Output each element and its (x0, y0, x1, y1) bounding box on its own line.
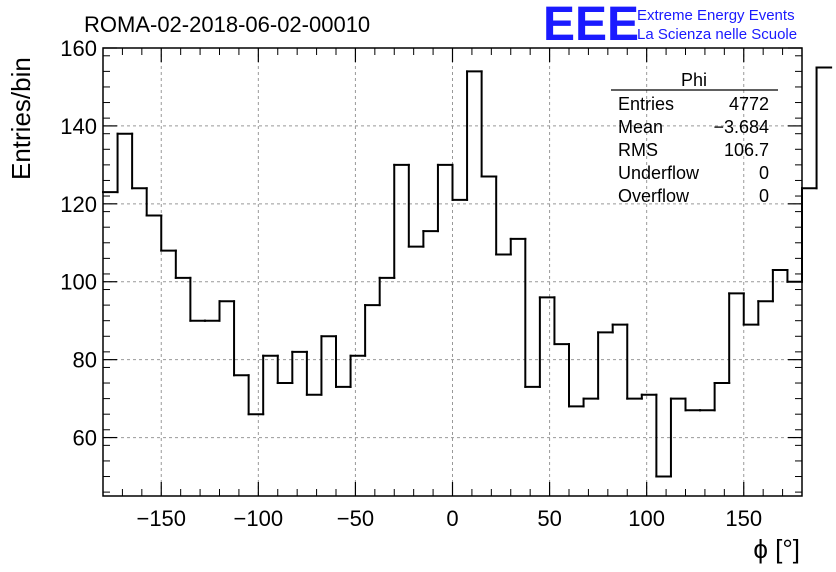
x-tick-label: 0 (446, 506, 458, 531)
logo-line-1: Extreme Energy Events (637, 7, 795, 24)
histogram-bars (102, 66, 833, 478)
y-tick-label: 80 (73, 348, 97, 373)
x-tick-label: −100 (234, 506, 284, 531)
stats-label: Overflow (618, 186, 690, 206)
grid-lines (103, 48, 802, 496)
y-tick-label: 160 (60, 36, 97, 61)
x-axis-label: ϕ [°] (753, 534, 800, 564)
stats-value: 4772 (729, 94, 769, 114)
stats-value: 0 (759, 163, 769, 183)
stats-label: RMS (618, 140, 658, 160)
stats-box: Phi Entries 4772 Mean −3.684 RMS 106.7 Underfl… (611, 70, 778, 206)
stats-value: 0 (759, 186, 769, 206)
y-tick-label: 60 (73, 426, 97, 451)
y-tick-label: 140 (60, 114, 97, 139)
stats-label: Mean (618, 117, 663, 137)
x-tick-labels: −150 −100 −50 0 50 100 150 (136, 506, 762, 531)
y-axis-label: Entries/bin (6, 57, 36, 180)
y-tick-labels: 60 80 100 120 140 160 (60, 36, 97, 451)
axis-ticks (102, 47, 803, 496)
stats-value: −3.684 (713, 117, 769, 137)
x-tick-label: 150 (725, 506, 762, 531)
stats-label: Underflow (618, 163, 700, 183)
stats-name: Phi (681, 70, 707, 90)
x-tick-label: −150 (136, 506, 186, 531)
logo-line-2: La Scienza nelle Scuole (637, 26, 797, 43)
stats-value: 106.7 (724, 140, 769, 160)
eee-logo: EEE Extreme Energy Events La Scienza nel… (543, 0, 797, 51)
y-tick-label: 100 (60, 270, 97, 295)
chart-title: ROMA-02-2018-06-02-00010 (84, 12, 370, 37)
y-tick-label: 120 (60, 192, 97, 217)
x-tick-label: 100 (628, 506, 665, 531)
logo-eee-text: EEE (543, 0, 639, 51)
stats-label: Entries (618, 94, 674, 114)
x-tick-label: 50 (537, 506, 561, 531)
x-tick-label: −50 (337, 506, 374, 531)
